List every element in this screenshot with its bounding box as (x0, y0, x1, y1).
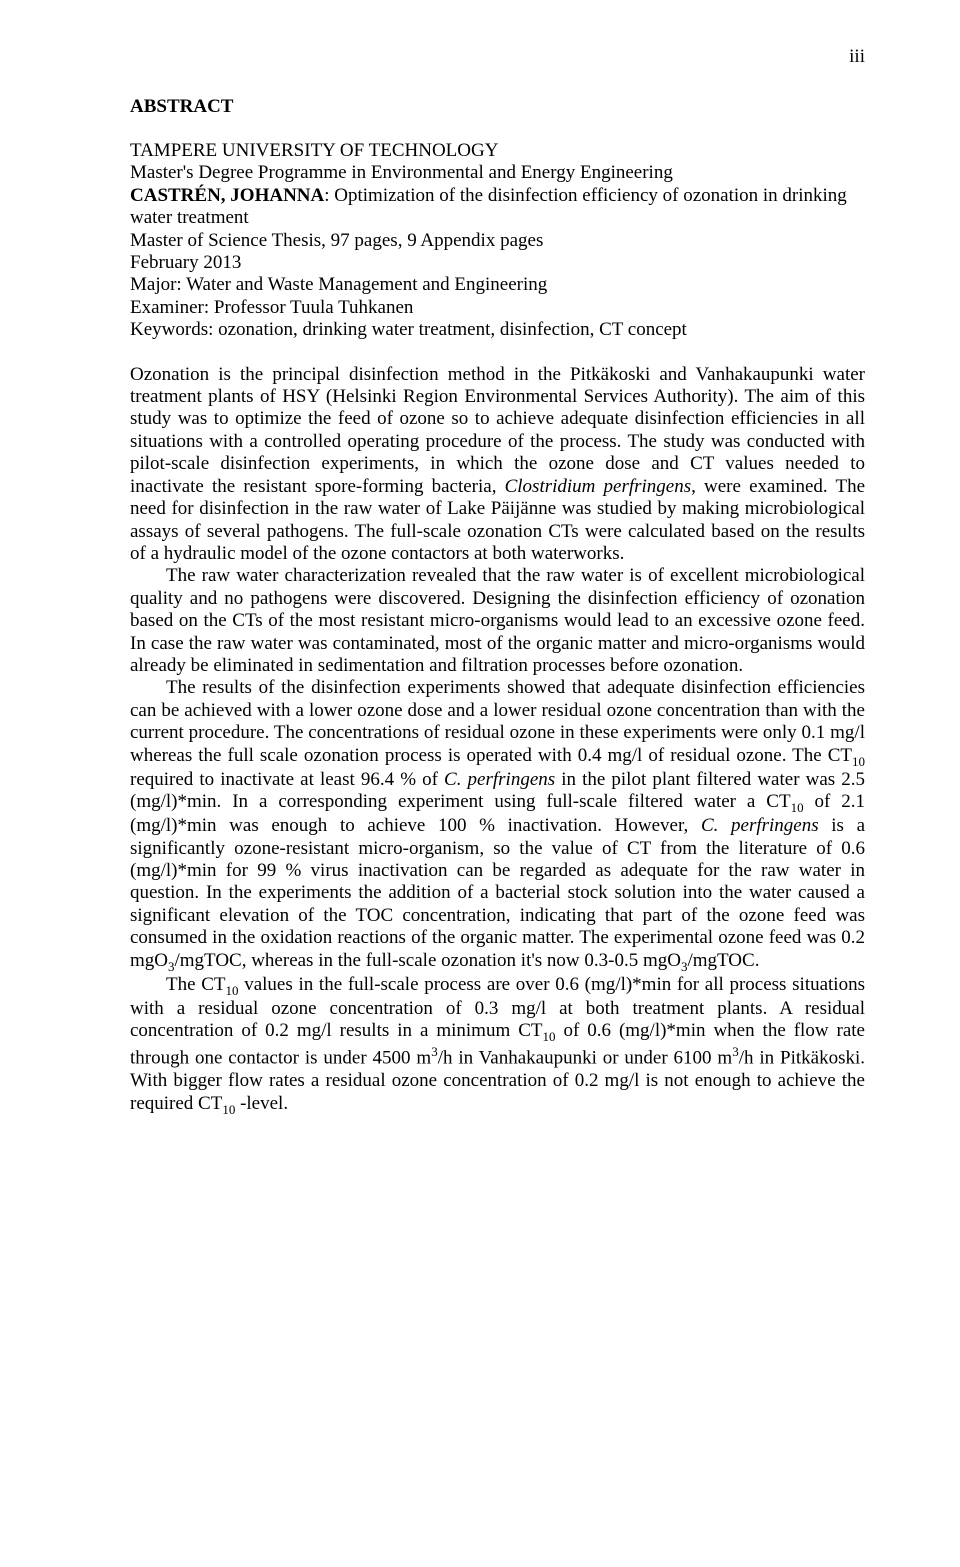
meta-author: CASTRÉN, JOHANNA (130, 185, 324, 206)
page: iii ABSTRACT TAMPERE UNIVERSITY OF TECHN… (0, 0, 960, 1157)
meta-author-title: CASTRÉN, JOHANNA: Optimization of the di… (130, 185, 865, 230)
p4-sub-1: 10 (226, 983, 239, 998)
paragraph-2: The raw water characterization revealed … (130, 565, 865, 677)
meta-keywords: Keywords: ozonation, drinking water trea… (130, 319, 865, 341)
meta-thesis-pages: Master of Science Thesis, 97 pages, 9 Ap… (130, 230, 865, 252)
p1-species: Clostridium perfringens (505, 476, 692, 497)
paragraph-4: The CT10 values in the full-scale proces… (130, 974, 865, 1117)
paragraph-1: Ozonation is the principal disinfection … (130, 364, 865, 566)
abstract-heading: ABSTRACT (130, 96, 865, 118)
p4-sub-3: 10 (222, 1101, 235, 1116)
p3-text-f: /mgTOC, whereas in the full-scale ozonat… (175, 950, 681, 971)
meta-block: TAMPERE UNIVERSITY OF TECHNOLOGY Master'… (130, 140, 865, 342)
page-number: iii (130, 46, 865, 68)
meta-university: TAMPERE UNIVERSITY OF TECHNOLOGY (130, 140, 865, 162)
p3-text-g: /mgTOC. (687, 950, 759, 971)
p4-sub-2: 10 (542, 1029, 555, 1044)
p4-text-f: -level. (235, 1093, 288, 1114)
p3-species-2: C. perfringens (701, 815, 819, 836)
p3-text-e: is a significantly ozone-resistant micro… (130, 815, 865, 970)
p3-text-a: The results of the disinfection experime… (130, 677, 865, 765)
meta-programme: Master's Degree Programme in Environment… (130, 162, 865, 184)
p3-sub-2: 10 (791, 800, 804, 815)
p3-species-1: C. perfringens (444, 769, 555, 790)
meta-date: February 2013 (130, 252, 865, 274)
p4-text-d: /h in Vanhakaupunki or under 6100 m (438, 1048, 733, 1069)
meta-major: Major: Water and Waste Management and En… (130, 274, 865, 296)
meta-examiner: Examiner: Professor Tuula Tuhkanen (130, 297, 865, 319)
p3-text-b: required to inactivate at least 96.4 % o… (130, 769, 444, 790)
paragraph-3: The results of the disinfection experime… (130, 677, 865, 973)
p3-sub-1: 10 (852, 753, 865, 768)
p4-text-a: The CT (166, 974, 226, 995)
